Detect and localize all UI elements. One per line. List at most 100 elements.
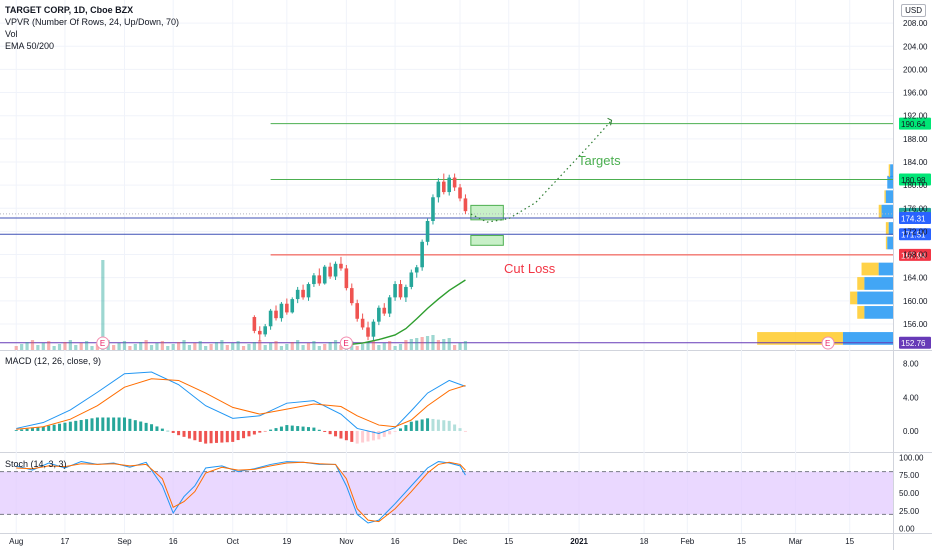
vp-up-7 [881, 204, 893, 218]
vp-down-2 [850, 291, 858, 305]
macd-hist-60 [339, 430, 343, 439]
volume-bar-54 [306, 343, 311, 350]
volume-bar-14 [90, 346, 94, 350]
macd-hist-25 [150, 424, 154, 431]
volume-bar-51 [290, 342, 294, 350]
volume-bar-29 [171, 344, 175, 350]
candle-body-80 [447, 177, 452, 193]
macd-hist-78 [436, 419, 440, 431]
macd-hist-53 [301, 426, 305, 431]
candle-body-47 [268, 310, 273, 327]
candle-body-66 [371, 321, 376, 337]
macd-hist-39 [225, 430, 229, 443]
volume-bar-50 [285, 344, 289, 350]
x-tick-2: Sep [117, 537, 132, 546]
candle-body-82 [458, 187, 462, 199]
candle-body-63 [355, 303, 359, 319]
indicator-vpvr[interactable]: VPVR (Number Of Rows, 24, Up/Down, 70) [5, 17, 180, 27]
candle-body-68 [382, 307, 387, 314]
candle-body-83 [463, 198, 468, 212]
macd-hist-69 [388, 430, 392, 435]
stoch-tick-3: 75.00 [899, 471, 920, 480]
vp-up-10 [890, 164, 893, 178]
price-tag-bg-167.94 [899, 248, 931, 261]
candle-body-81 [452, 177, 457, 188]
y-tick-184: 184.00 [903, 158, 928, 167]
stoch-title[interactable]: Stoch (14, 3, 3) [5, 459, 67, 469]
indicator-vol[interactable]: Vol [5, 29, 18, 39]
macd-title[interactable]: MACD (12, 26, close, 9) [5, 356, 102, 366]
macd-hist-67 [377, 430, 381, 440]
volume-bar-75 [420, 337, 424, 350]
macd-hist-50 [285, 425, 289, 431]
cut-loss-label: Cut Loss [504, 261, 556, 276]
candle-body-58 [328, 266, 332, 277]
candle-body-74 [414, 267, 419, 273]
volume-bar-71 [398, 344, 403, 350]
stoch-tick-0: 0.00 [899, 525, 915, 534]
vp-down-6 [885, 222, 889, 235]
candle-body-75 [420, 241, 424, 268]
y-tick-160: 160.00 [903, 297, 928, 306]
candle-body-77 [431, 197, 435, 221]
macd-hist-2 [25, 428, 29, 431]
price-tag-180.98: 180.98 [901, 176, 926, 185]
vp-down-3 [857, 277, 865, 290]
volume-bar-82 [458, 343, 462, 350]
signal-line [16, 378, 466, 430]
volume-bar-37 [214, 342, 219, 350]
macd-hist-71 [398, 428, 402, 431]
volume-bar-24 [144, 340, 148, 350]
macd-hist-56 [317, 429, 321, 431]
volume-bar-44 [252, 342, 256, 350]
price-level-lines [0, 123, 893, 344]
price-axis[interactable]: 190.64180.98175.03174.31171.51167.94152.… [899, 19, 931, 349]
volume-bar-25 [149, 345, 154, 350]
volume-bar-80 [447, 338, 451, 350]
volume-bar-79 [442, 339, 446, 350]
currency-button[interactable]: USD [901, 4, 926, 17]
volume-bar-41 [236, 341, 240, 350]
macd-hist-55 [312, 427, 316, 431]
vp-up-5 [887, 236, 893, 250]
volume-bar-21 [128, 346, 132, 350]
y-tick-204: 204.00 [903, 42, 928, 51]
y-tick-172: 172.00 [903, 227, 928, 236]
macd-hist-13 [85, 419, 89, 431]
macd-hist-5 [41, 426, 45, 431]
x-tick-9: 15 [504, 537, 513, 546]
volume-bar-69 [388, 341, 392, 350]
candle-body-72 [404, 286, 408, 298]
macd-hist-7 [52, 424, 56, 431]
macd-pane: 0.00 4.00 8.00 [14, 360, 919, 444]
volume-bar-2 [25, 342, 29, 350]
macd-line [16, 371, 466, 435]
volume-bar-1 [20, 344, 24, 350]
volume-bar-28 [166, 346, 170, 350]
macd-hist-6 [47, 425, 51, 431]
price-tag-167.94: 167.94 [901, 251, 926, 260]
stoch-d-line [16, 461, 466, 523]
volume-bar-59 [333, 340, 338, 350]
volume-bar-42 [241, 346, 246, 350]
macd-hist-37 [214, 430, 218, 443]
indicator-ema[interactable]: EMA 50/200 [5, 41, 55, 51]
macd-hist-77 [431, 418, 435, 431]
earnings-marker-0 [96, 336, 110, 350]
vp-up-8 [885, 190, 893, 204]
candle-body-67 [377, 307, 381, 322]
entry-zone-1 [470, 234, 504, 246]
macd-hist-40 [231, 430, 235, 442]
volume-bar-74 [415, 338, 419, 350]
volume-bar-66 [371, 340, 376, 350]
macd-hist-14 [90, 418, 94, 431]
macd-hist-64 [361, 430, 365, 443]
volume-bar-55 [312, 341, 316, 350]
candle-body-65 [366, 327, 370, 337]
chart-title[interactable]: TARGET CORP, 1D, Cboe BZX [5, 5, 134, 15]
time-axis[interactable]: Aug 17 Sep 16 Oct 19 Nov 16 Dec 15 2021 18 Feb 15 Mar 1… [9, 537, 855, 546]
x-tick-13: 15 [737, 537, 746, 546]
vp-up-3 [864, 277, 893, 290]
volume-bar-76 [425, 336, 430, 350]
